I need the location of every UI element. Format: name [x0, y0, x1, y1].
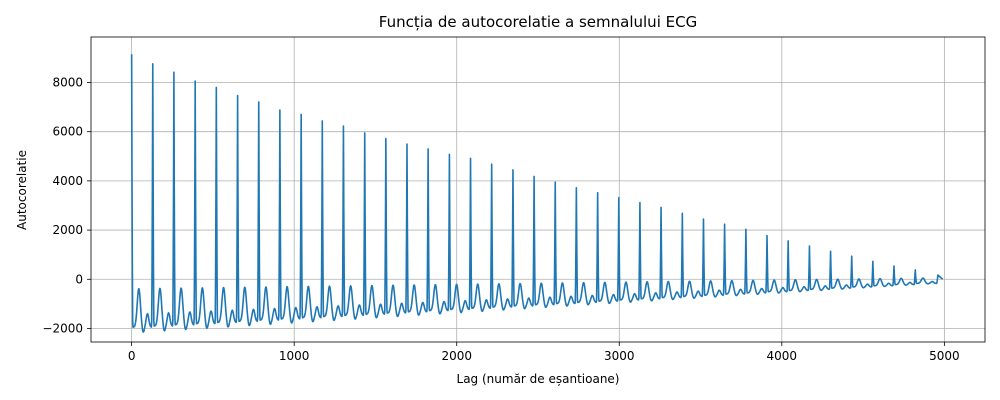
- y-tick-label: −2000: [42, 321, 83, 335]
- y-tick-label: 6000: [52, 125, 83, 139]
- grid: [91, 37, 985, 342]
- x-tick-label: 2000: [441, 349, 472, 363]
- y-axis-label: Autocorelatie: [15, 150, 29, 230]
- x-axis-label: Lag (număr de eșantioane): [457, 372, 620, 386]
- x-tick-label: 1000: [279, 349, 310, 363]
- series-layer: [130, 54, 944, 333]
- y-tick-label: 0: [75, 272, 83, 286]
- y-tick-label: 8000: [52, 76, 83, 90]
- y-tick-label: 4000: [52, 174, 83, 188]
- x-tick-label: 0: [128, 349, 136, 363]
- plot-frame: [90, 36, 986, 343]
- x-tick-label: 3000: [604, 349, 635, 363]
- chart-title: Funcția de autocorelatie a semnalului EC…: [379, 13, 697, 31]
- autocorrelation-line: [130, 54, 944, 333]
- x-tick-label: 4000: [767, 349, 798, 363]
- ticks: 0 1000 2000 3000 4000 5000 −2000 0 2000 4000 6000 8…: [42, 76, 959, 363]
- x-tick-label: 5000: [929, 349, 960, 363]
- y-tick-label: 2000: [52, 223, 83, 237]
